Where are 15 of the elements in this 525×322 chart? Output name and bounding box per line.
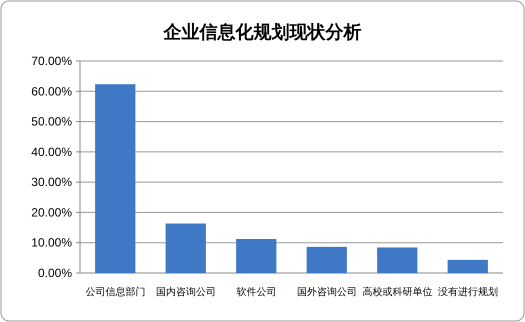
x-tick-label: 软件公司 — [236, 286, 276, 298]
x-tick-label: 高校或科研单位 — [362, 286, 432, 298]
y-tick-label: 30.00% — [31, 175, 72, 190]
y-tick-label: 60.00% — [31, 84, 72, 98]
y-tick-label: 0.00% — [38, 266, 72, 280]
y-tick-label: 10.00% — [31, 236, 72, 250]
y-tick-label: 70.00% — [31, 54, 72, 68]
x-tick-label: 公司信息部门 — [85, 286, 146, 298]
x-tick-label: 没有进行规划 — [438, 286, 498, 298]
title: 企业信息化规划现状分析 — [164, 22, 362, 42]
y-tick-label: 50.00% — [31, 114, 72, 129]
x-tick-label: 国内咨询公司 — [156, 286, 216, 298]
y-tick-label: 20.00% — [31, 205, 72, 220]
x-tick-label: 国外咨询公司 — [296, 286, 357, 298]
y-tick-label: 40.00% — [31, 144, 72, 159]
